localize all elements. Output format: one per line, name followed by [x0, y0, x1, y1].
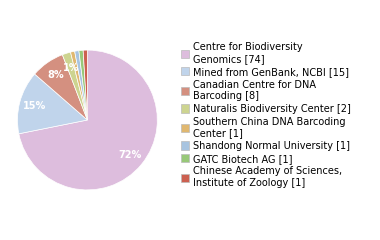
Wedge shape: [35, 55, 87, 120]
Wedge shape: [62, 52, 87, 120]
Text: 72%: 72%: [118, 150, 141, 160]
Text: 8%: 8%: [48, 70, 65, 80]
Legend: Centre for Biodiversity
Genomics [74], Mined from GenBank, NCBI [15], Canadian C: Centre for Biodiversity Genomics [74], M…: [180, 42, 352, 189]
Wedge shape: [75, 51, 87, 120]
Wedge shape: [83, 50, 87, 120]
Text: 1%: 1%: [63, 63, 79, 73]
Wedge shape: [17, 74, 87, 134]
Text: 15%: 15%: [23, 101, 46, 111]
Wedge shape: [71, 51, 87, 120]
Wedge shape: [79, 50, 87, 120]
Wedge shape: [19, 50, 157, 190]
